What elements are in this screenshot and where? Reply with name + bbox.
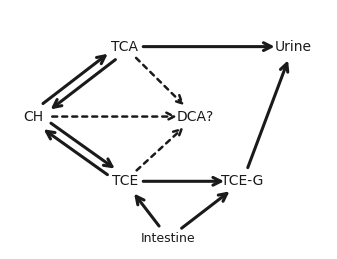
Text: TCE-G: TCE-G	[221, 174, 264, 188]
Text: Urine: Urine	[275, 40, 312, 54]
Text: Intestine: Intestine	[141, 232, 196, 245]
Text: CH: CH	[24, 110, 44, 124]
Text: DCA?: DCA?	[177, 110, 214, 124]
Text: TCE: TCE	[112, 174, 138, 188]
Text: TCA: TCA	[111, 40, 138, 54]
